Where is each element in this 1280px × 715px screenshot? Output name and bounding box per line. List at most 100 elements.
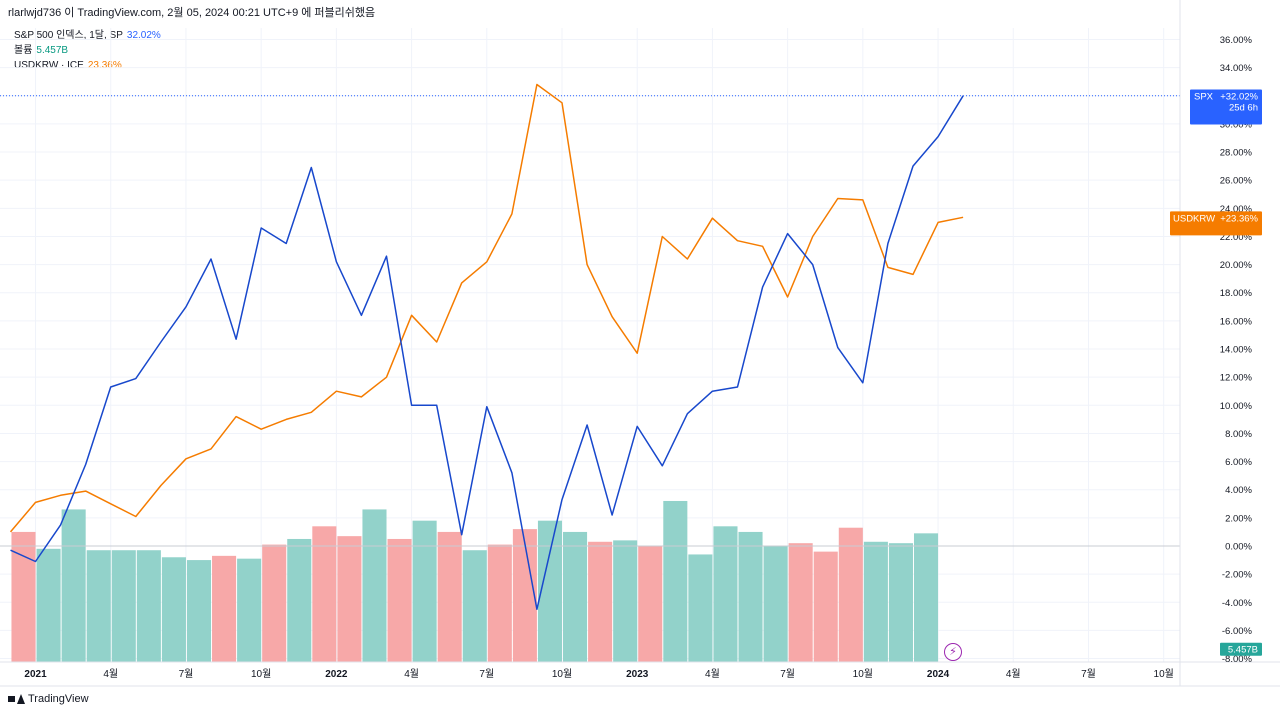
- volume-bar: [738, 531, 763, 662]
- y-tick-label: 14.00%: [1220, 345, 1253, 356]
- tradingview-logo-icon: [8, 694, 25, 704]
- volume-bar: [212, 555, 237, 662]
- y-tick-label: 10.00%: [1220, 401, 1253, 412]
- volume-bar: [537, 520, 563, 662]
- volume-bar: [161, 557, 186, 662]
- y-tick-label: 34.00%: [1220, 63, 1253, 74]
- x-tick-label: 10월: [251, 668, 271, 680]
- price-label-text: 25d 6h: [1229, 102, 1258, 113]
- volume-bar: [638, 546, 663, 662]
- chart-legend: S&P 500 인덱스, 1달, SP 32.02% 볼륨 5.457B USDKR…: [14, 28, 161, 73]
- volume-bar: [437, 531, 462, 662]
- volume-bar: [462, 550, 487, 662]
- y-tick-label: 18.00%: [1220, 288, 1253, 299]
- volume-bar: [186, 560, 212, 662]
- x-tick-label: 2024: [927, 669, 950, 680]
- y-tick-label: 2.00%: [1225, 513, 1252, 524]
- volume-bar: [487, 544, 512, 662]
- legend-row-usdkrw[interactable]: USDKRW · ICE 23.36%: [14, 58, 161, 73]
- y-tick-label: 36.00%: [1220, 35, 1253, 46]
- tradingview-brand: TradingView: [28, 693, 89, 705]
- x-tick-label: 10월: [552, 668, 572, 680]
- legend-volume-value: 5.457B: [36, 45, 69, 56]
- x-tick-label: 2023: [626, 669, 649, 680]
- volume-bar: [412, 520, 437, 662]
- y-tick-label: -4.00%: [1222, 598, 1253, 609]
- x-tick-label: 2022: [325, 669, 348, 680]
- volume-bar: [613, 540, 638, 662]
- volume-bar: [863, 541, 888, 662]
- y-tick-label: 22.00%: [1220, 232, 1253, 243]
- price-label-text: +32.02%: [1220, 91, 1258, 102]
- y-tick-label: 16.00%: [1220, 316, 1253, 327]
- volume-bar: [111, 550, 136, 662]
- y-tick-label: 30.00%: [1220, 119, 1253, 130]
- price-label-text: USDKRW: [1173, 213, 1215, 224]
- price-label-volume: [1220, 642, 1262, 656]
- x-tick-label: 7월: [780, 668, 795, 680]
- y-tick-label: -8.00%: [1222, 654, 1253, 665]
- legend-volume-name: 볼륨: [14, 45, 33, 56]
- volume-bar: [362, 509, 387, 662]
- y-tick-label: 0.00%: [1225, 542, 1252, 553]
- price-label-usdkrw: [1170, 211, 1262, 236]
- volume-bar: [663, 500, 688, 662]
- price-label-text: +23.36%: [1220, 213, 1258, 224]
- volume-bar: [36, 548, 61, 662]
- x-tick-label: 4월: [103, 668, 118, 680]
- flash-icon[interactable]: ⚡: [944, 643, 962, 661]
- legend-spx-value: 32.02%: [126, 30, 161, 41]
- volume-bar: [387, 538, 412, 662]
- x-tick-label: 4월: [1006, 668, 1021, 680]
- series-line-spx: [10, 95, 964, 611]
- volume-bar: [788, 543, 813, 662]
- y-tick-label: 12.00%: [1220, 373, 1253, 384]
- x-tick-label: 4월: [404, 668, 419, 680]
- volume-bar: [512, 529, 537, 662]
- legend-usdkrw-value: 23.36%: [87, 60, 122, 71]
- volume-bar: [888, 543, 913, 662]
- x-tick-label: 4월: [705, 668, 720, 680]
- volume-bar: [763, 546, 788, 662]
- legend-row-spx[interactable]: S&P 500 인덱스, 1달, SP 32.02%: [14, 28, 161, 43]
- price-label-text: 5.457B: [1228, 645, 1258, 656]
- volume-bar: [262, 544, 287, 662]
- volume-bar: [588, 541, 613, 662]
- y-tick-label: 28.00%: [1220, 148, 1253, 159]
- x-tick-label: 7월: [479, 668, 494, 680]
- volume-bar: [563, 531, 588, 662]
- y-tick-label: -2.00%: [1222, 570, 1253, 581]
- x-tick-label: 10월: [853, 668, 873, 680]
- volume-bar: [86, 550, 111, 662]
- series-line-usdkrw: [9, 83, 964, 533]
- volume-bar: [237, 558, 262, 662]
- volume-bar: [312, 526, 337, 662]
- volume-bar: [913, 533, 939, 662]
- x-tick-label: 7월: [179, 668, 194, 680]
- volume-bar: [61, 509, 86, 662]
- x-tick-label: 2021: [24, 669, 47, 680]
- volume-bar: [838, 527, 863, 662]
- volume-bar: [337, 536, 362, 662]
- legend-usdkrw-name: USDKRW · ICE: [14, 60, 84, 71]
- publish-header: rlarlwjd736 이 TradingView.com, 2월 05, 20…: [8, 7, 376, 19]
- y-tick-label: 6.00%: [1225, 457, 1252, 468]
- y-tick-label: 4.00%: [1225, 485, 1252, 496]
- x-tick-label: 10월: [1154, 668, 1174, 680]
- volume-bar: [813, 551, 838, 662]
- price-label-spx: [1190, 89, 1262, 125]
- volume-bar: [287, 538, 312, 662]
- price-label-text: SPX: [1194, 91, 1214, 102]
- y-tick-label: 8.00%: [1225, 429, 1252, 440]
- volume-bar: [713, 526, 738, 662]
- tradingview-footer: TradingView: [8, 693, 89, 705]
- y-tick-label: 26.00%: [1220, 176, 1253, 187]
- volume-bar: [11, 531, 36, 662]
- legend-row-volume[interactable]: 볼륨 5.457B: [14, 43, 161, 58]
- y-tick-label: 24.00%: [1220, 204, 1253, 215]
- x-tick-label: 7월: [1081, 668, 1096, 680]
- volume-bar: [688, 554, 713, 662]
- volume-bar: [136, 550, 161, 662]
- legend-spx-name: S&P 500 인덱스, 1달, SP: [14, 30, 123, 41]
